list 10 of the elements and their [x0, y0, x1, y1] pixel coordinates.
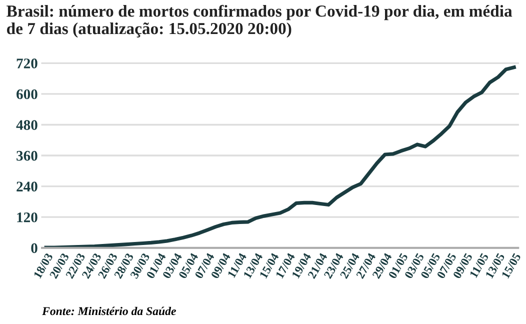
y-tick-label: 480 [16, 120, 38, 130]
source-note: Fonte: Ministério da Saúde [42, 306, 176, 316]
y-tick-label: 720 [16, 58, 38, 68]
line-series [44, 65, 516, 248]
y-tick-label: 240 [16, 182, 38, 192]
y-tick-label: 360 [16, 150, 38, 161]
y-tick-label: 0 [31, 243, 38, 254]
chart-title: Brasil: número de mortos confirmados por Covid-19 por dia, em média de 7 dias (atualização: 15.05.2020 20:00) [6, 4, 512, 38]
y-tick-label: 600 [16, 89, 38, 100]
y-tick-label: 120 [17, 212, 38, 222]
